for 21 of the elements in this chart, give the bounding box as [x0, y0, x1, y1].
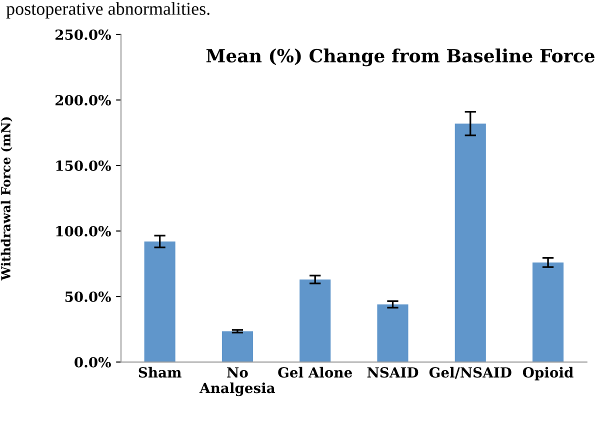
text: postoperative abnormalities. [6, 2, 210, 19]
x-tick-label: No Analgesia [199, 367, 276, 396]
x-tick-label: Sham [138, 366, 182, 378]
y-tick-label: 150.0% [56, 160, 111, 171]
y-tick-label: 100.0% [56, 226, 111, 236]
x-tick-label: Gel/NSAID [429, 366, 512, 379]
y-axis-title: Withdrawal Force (mN) [0, 117, 12, 281]
text: Mean (%) Change from Baseline Force [206, 48, 595, 66]
bar [144, 242, 176, 362]
bar [377, 304, 408, 362]
bar [222, 331, 253, 362]
x-tick-label: NSAID [367, 367, 418, 378]
y-tick-label: 50.0% [65, 291, 111, 302]
y-tick-label: 0.0% [74, 357, 111, 368]
y-tick-label: 200.0% [56, 94, 111, 106]
x-tick-label: Opioid [522, 366, 574, 380]
x-tick-label: Gel Alone [278, 366, 352, 378]
bar [454, 124, 486, 362]
y-tick-label: 250.0% [56, 29, 111, 40]
bar [300, 279, 331, 362]
bar [532, 262, 564, 362]
